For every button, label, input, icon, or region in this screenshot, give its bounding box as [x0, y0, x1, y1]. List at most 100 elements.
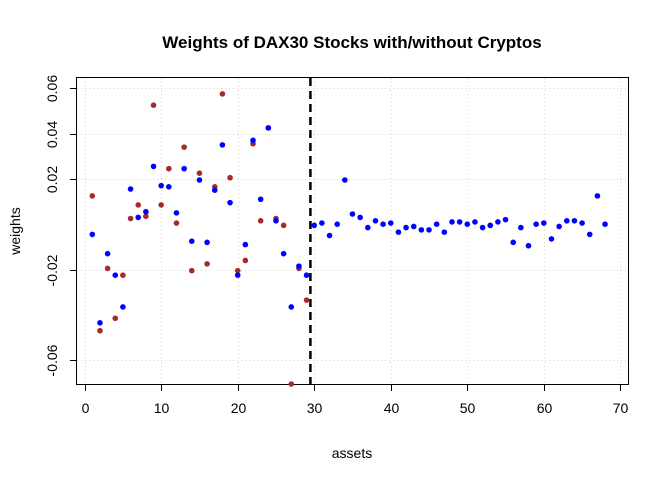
with-cryptos-point: [250, 137, 256, 144]
x-tick-label: 30: [307, 400, 323, 416]
with-cryptos-point: [433, 221, 440, 227]
without-cryptos-point: [112, 315, 119, 322]
with-cryptos-point: [288, 304, 295, 310]
x-tick-label: 70: [613, 400, 629, 416]
with-cryptos-point: [135, 214, 142, 221]
with-cryptos-point: [296, 263, 302, 269]
with-cryptos-point: [502, 216, 509, 223]
with-cryptos-point: [334, 221, 340, 227]
y-axis: -0.06 -0.02 0.02 0.04 0.06: [44, 75, 77, 376]
with-cryptos-point: [104, 250, 111, 257]
with-cryptos-point: [426, 227, 432, 233]
with-cryptos-point: [265, 125, 272, 131]
without-cryptos-point: [188, 267, 195, 274]
with-cryptos-point: [495, 219, 501, 225]
with-cryptos-point: [257, 196, 264, 203]
with-cryptos-point: [150, 163, 157, 170]
with-cryptos-point: [127, 186, 134, 192]
with-cryptos-point: [204, 239, 210, 246]
with-cryptos-point: [441, 229, 448, 235]
with-cryptos-point: [556, 223, 562, 230]
x-tick-label: 10: [154, 400, 170, 416]
x-tick-label: 40: [384, 400, 400, 416]
without-cryptos-point: [234, 267, 241, 274]
without-cryptos-point: [173, 220, 180, 226]
with-cryptos-point: [525, 242, 532, 249]
with-cryptos-point: [456, 219, 463, 225]
y-tick-label: 0.06: [44, 75, 60, 102]
without-cryptos-point: [150, 102, 157, 108]
with-cryptos-point: [303, 272, 310, 279]
with-cryptos-point: [158, 182, 164, 189]
with-cryptos-point: [143, 208, 149, 215]
without-cryptos-point: [204, 261, 210, 267]
with-cryptos-point: [219, 142, 226, 148]
with-cryptos-point: [579, 220, 585, 226]
with-cryptos-point: [211, 187, 218, 193]
with-cryptos-point: [594, 193, 601, 199]
without-cryptos-point: [257, 218, 264, 224]
with-cryptos-point: [112, 272, 119, 279]
y-tick-label: 0.02: [44, 166, 60, 193]
without-cryptos-point: [143, 213, 149, 220]
with-cryptos-point: [234, 272, 241, 279]
with-cryptos-point: [120, 304, 126, 310]
with-cryptos-point: [418, 227, 425, 233]
with-cryptos-point: [372, 218, 379, 224]
with-cryptos-point: [541, 220, 547, 226]
x-tick-label: 0: [82, 400, 90, 416]
with-cryptos-point: [89, 231, 96, 238]
chart-title: Weights of DAX30 Stocks with/without Cry…: [162, 33, 541, 52]
with-cryptos-point: [188, 238, 195, 244]
with-cryptos-point: [357, 214, 363, 221]
without-cryptos-point: [135, 202, 142, 208]
with-cryptos-point: [410, 223, 417, 230]
with-cryptos-point: [487, 222, 494, 229]
without-cryptos-point: [127, 215, 134, 222]
with-cryptos-point: [464, 221, 471, 227]
with-cryptos-point: [173, 210, 180, 216]
y-axis-label: weights: [7, 207, 23, 255]
without-cryptos-point: [219, 91, 226, 97]
without-cryptos-point: [158, 202, 164, 208]
with-cryptos-point: [479, 224, 486, 231]
y-tick-label: 0.04: [44, 121, 60, 148]
without-cryptos-point: [288, 381, 295, 387]
with-cryptos-point: [242, 241, 249, 248]
gridlines: [77, 78, 628, 384]
without-cryptos-point: [303, 297, 310, 303]
with-cryptos-point: [387, 220, 394, 226]
with-cryptos-point: [97, 320, 103, 326]
x-tick-label: 60: [537, 400, 553, 416]
with-cryptos-point: [342, 177, 348, 183]
x-axis-label: assets: [332, 445, 372, 461]
with-cryptos-point: [227, 199, 233, 206]
without-cryptos-point: [280, 222, 287, 229]
x-tick-label: 50: [460, 400, 476, 416]
x-axis: 0 10 20 30 40 50 60 70: [82, 384, 629, 416]
with-cryptos-point: [533, 221, 539, 227]
without-cryptos-point: [227, 174, 233, 181]
with-cryptos-point: [602, 221, 608, 227]
without-cryptos-point: [120, 272, 126, 279]
with-cryptos-point: [273, 218, 279, 224]
with-cryptos-point: [518, 224, 524, 231]
with-cryptos-point: [280, 250, 287, 257]
without-cryptos-point: [97, 327, 103, 334]
with-cryptos-point: [510, 239, 517, 246]
without-cryptos-point: [181, 144, 187, 150]
with-cryptos-point: [403, 224, 409, 231]
with-cryptos-point: [449, 219, 455, 225]
without-cryptos-point: [89, 193, 96, 199]
with-cryptos-point: [311, 222, 318, 229]
without-cryptos-point: [242, 257, 249, 264]
data-points: [89, 91, 608, 387]
with-cryptos-point: [326, 232, 333, 239]
with-cryptos-point: [349, 211, 356, 217]
plot-frame: [76, 77, 629, 385]
with-cryptos-point: [181, 165, 187, 172]
without-cryptos-point: [196, 170, 203, 176]
with-cryptos-point: [380, 221, 386, 227]
